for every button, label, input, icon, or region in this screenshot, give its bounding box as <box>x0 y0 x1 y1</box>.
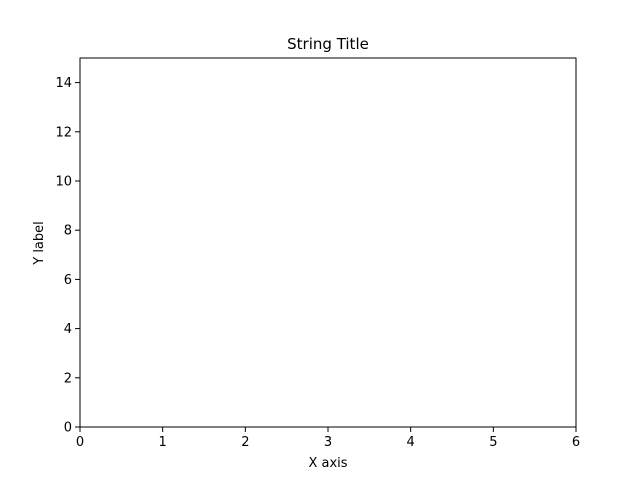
x-tick-label: 4 <box>407 435 415 450</box>
y-tick-label: 2 <box>64 371 72 386</box>
y-tick-label: 12 <box>55 125 72 140</box>
x-axis-label: X axis <box>308 456 347 471</box>
y-tick-label: 4 <box>64 322 72 337</box>
y-tick-label: 8 <box>64 224 72 239</box>
y-tick-label: 14 <box>55 76 72 91</box>
x-axis-ticks: 0 1 2 3 4 5 6 <box>76 427 580 450</box>
y-tick-label: 0 <box>64 421 72 436</box>
x-tick-label: 5 <box>489 435 497 450</box>
y-tick-label: 6 <box>64 273 72 288</box>
x-tick-label: 2 <box>241 435 249 450</box>
chart-title: String Title <box>287 35 369 53</box>
x-tick-label: 1 <box>159 435 167 450</box>
plot-frame <box>79 57 577 428</box>
x-tick-label: 6 <box>572 435 580 450</box>
x-tick-label: 0 <box>76 435 84 450</box>
x-tick-label: 3 <box>324 435 332 450</box>
y-axis-ticks: 0 2 4 6 8 10 12 14 <box>55 76 80 436</box>
y-tick-label: 10 <box>55 175 72 190</box>
y-axis-label: Y label <box>32 221 47 266</box>
